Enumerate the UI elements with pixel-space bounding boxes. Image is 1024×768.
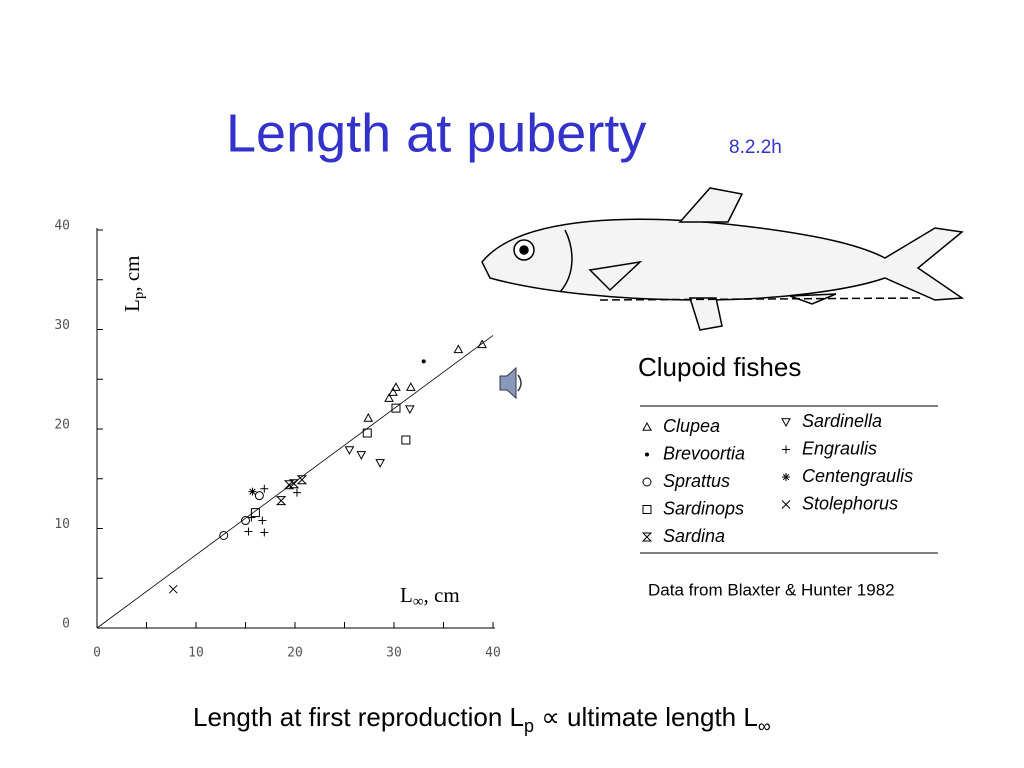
legend-symbol [645, 452, 649, 457]
data-point [258, 516, 267, 525]
data-point [405, 382, 416, 391]
fit-line [96, 335, 494, 629]
x-tick-label: 40 [485, 646, 501, 661]
data-point [260, 484, 269, 493]
legend-symbol [782, 473, 790, 481]
y-tick-label: 40 [54, 219, 70, 234]
data-point [260, 528, 269, 537]
source-note: Data from Blaxter & Hunter 1982 [648, 580, 895, 599]
data-point [219, 530, 229, 540]
data-point [244, 527, 253, 536]
data-point [292, 488, 301, 497]
x-tick-label: 0 [93, 646, 101, 661]
x-tick-label: 10 [188, 646, 204, 661]
data-point [421, 359, 426, 364]
y-tick-label: 30 [54, 318, 70, 333]
caption-text: Length at first reproduction L [193, 702, 524, 732]
caption-sub: p [524, 716, 534, 736]
data-point [168, 584, 178, 594]
section-number: 8.2.2h [729, 137, 782, 158]
legend-label: Sardinella [802, 411, 882, 431]
caption: Length at first reproduction Lp ∝ ultima… [193, 702, 771, 736]
legend-label: Stolephorus [802, 493, 898, 513]
axis-label-text: , cm [120, 256, 144, 292]
data-point [344, 446, 355, 455]
legend-symbol [782, 445, 790, 454]
data-point [241, 516, 250, 526]
data-point [288, 479, 300, 489]
data-point [362, 428, 372, 438]
data-point [248, 487, 257, 496]
legend-label: Sardinops [663, 498, 744, 518]
legend-symbol [641, 532, 653, 542]
axis-label-text: L [120, 299, 144, 312]
axis-label-sub: p [131, 292, 147, 300]
x-tick-label: 30 [386, 646, 402, 661]
data-point [375, 459, 385, 468]
data-point [363, 413, 374, 422]
legend-label: Centengraulis [802, 466, 913, 486]
data-point [453, 344, 464, 354]
caption-sub: ∞ [758, 716, 771, 736]
y-tick-label: 10 [54, 517, 70, 532]
data-point [296, 475, 308, 485]
legend-label: Brevoortia [663, 443, 745, 463]
data-point [388, 387, 398, 396]
legend-symbol [642, 477, 652, 487]
data-point [247, 513, 256, 522]
legend-symbol [781, 418, 791, 428]
x-axis-label: L∞, cm [400, 583, 460, 611]
legend-symbol [781, 500, 791, 509]
data-point [404, 405, 415, 415]
data-point [391, 403, 401, 413]
legend-label: Sprattus [663, 471, 730, 491]
legend-symbol [642, 505, 652, 514]
data-point [477, 339, 487, 349]
caption-text: ∝ ultimate length L [534, 702, 758, 732]
y-axis-label: Lp, cm [120, 256, 148, 312]
data-point [384, 393, 394, 402]
y-tick-label: 20 [54, 418, 70, 433]
data-point [275, 496, 287, 506]
legend-symbol [642, 421, 652, 431]
legend-title: Clupoid fishes [638, 352, 801, 382]
y-tick-label: 0 [62, 617, 70, 632]
data-point [401, 435, 411, 445]
slide-title: Length at puberty [226, 103, 646, 163]
axis-label-sub: ∞ [413, 594, 424, 610]
axis-label-text: , cm [424, 583, 460, 607]
legend-label: Clupea [663, 416, 720, 436]
legend-label: Sardina [663, 526, 725, 546]
data-point [356, 451, 367, 460]
data-point [254, 491, 264, 501]
data-point [391, 382, 401, 391]
x-tick-label: 20 [287, 646, 303, 661]
fish-illustration [481, 187, 965, 331]
sound-icon[interactable] [499, 366, 522, 400]
legend-label: Engraulis [802, 438, 877, 458]
axis-label-text: L [400, 583, 413, 607]
